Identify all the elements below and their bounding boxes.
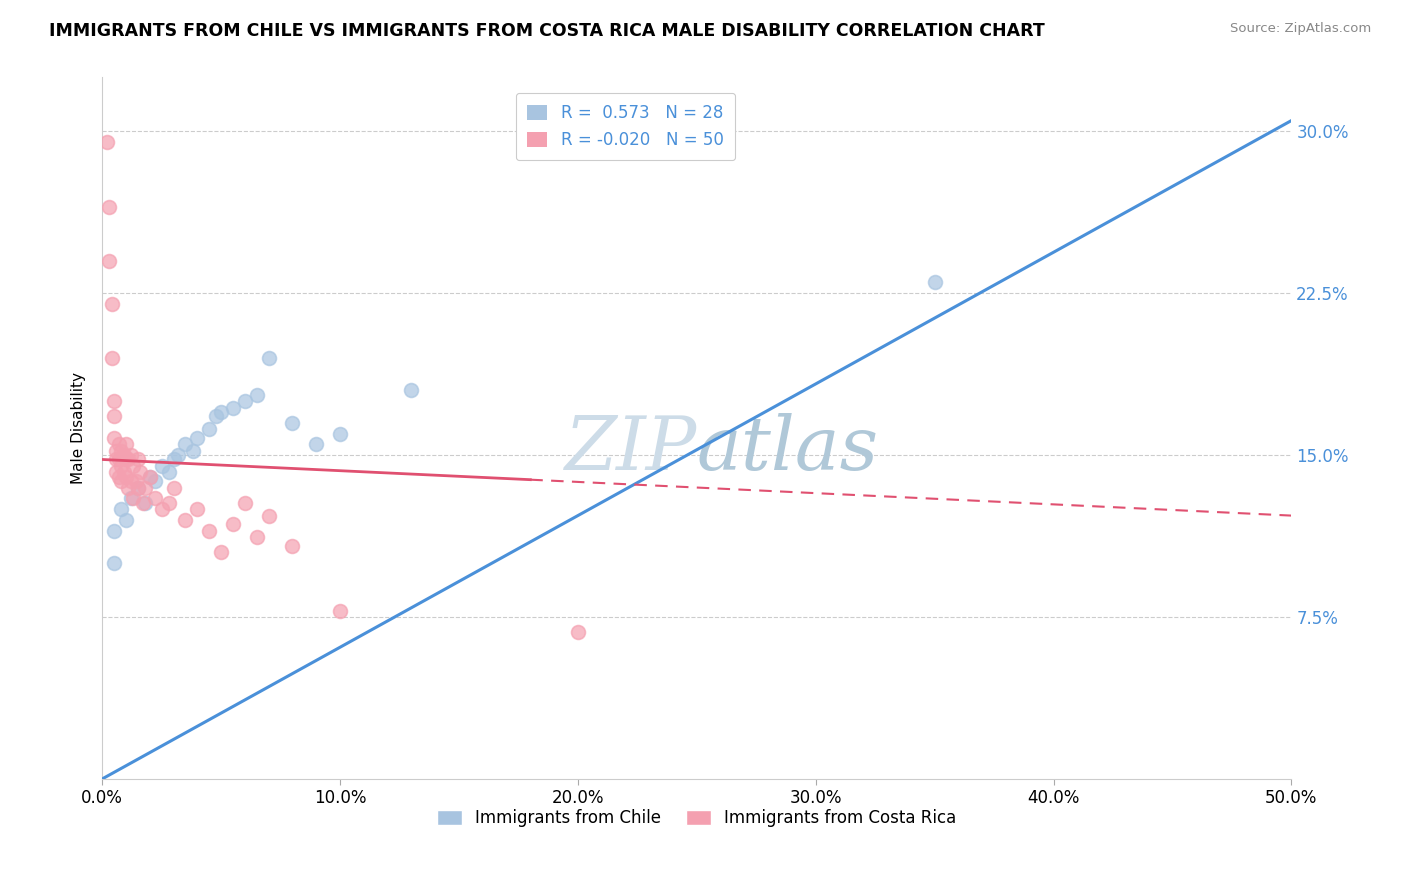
Point [209, 405, 232, 419]
Point [120, 491, 142, 506]
Point [222, 401, 245, 415]
Legend: Immigrants from Chile, Immigrants from Costa Rica: Immigrants from Chile, Immigrants from C… [430, 803, 963, 834]
Point [222, 517, 245, 532]
Point [96, 135, 118, 149]
Point [103, 409, 125, 424]
Point [134, 496, 156, 510]
Point [120, 448, 142, 462]
Point [167, 448, 190, 462]
Point [174, 437, 197, 451]
Point [257, 508, 280, 523]
Point [143, 491, 166, 506]
Point [246, 530, 269, 544]
Text: atlas: atlas [697, 413, 879, 485]
Point [103, 524, 125, 538]
Point [105, 466, 128, 480]
Point [233, 496, 256, 510]
Point [117, 481, 139, 495]
Point [103, 431, 125, 445]
Point [233, 394, 256, 409]
Point [257, 351, 280, 365]
Point [157, 496, 180, 510]
Point [115, 437, 138, 451]
Point [110, 443, 132, 458]
Point [205, 409, 228, 424]
Point [157, 466, 180, 480]
Point [186, 431, 208, 445]
Point [305, 437, 328, 451]
Point [112, 466, 135, 480]
Point [105, 452, 128, 467]
Text: Source: ZipAtlas.com: Source: ZipAtlas.com [1230, 22, 1371, 36]
Text: ZIP: ZIP [565, 413, 697, 485]
Point [120, 474, 142, 488]
Point [115, 513, 138, 527]
Point [143, 474, 166, 488]
Point [129, 466, 152, 480]
Point [124, 474, 146, 488]
Point [246, 388, 269, 402]
Point [127, 481, 149, 495]
Point [174, 513, 197, 527]
Point [108, 452, 131, 467]
Point [281, 539, 304, 553]
Point [115, 469, 138, 483]
Point [162, 481, 184, 495]
Point [117, 452, 139, 467]
Point [567, 625, 589, 640]
Point [162, 452, 184, 467]
Point [103, 556, 125, 570]
Point [108, 437, 131, 451]
Point [150, 502, 173, 516]
Point [329, 426, 352, 441]
Point [100, 351, 122, 365]
Point [131, 496, 153, 510]
Point [122, 458, 145, 473]
Point [105, 443, 128, 458]
Y-axis label: Male Disability: Male Disability [72, 372, 86, 484]
Point [112, 448, 135, 462]
Point [209, 545, 232, 559]
Point [110, 502, 132, 516]
Point [139, 469, 162, 483]
Point [98, 200, 121, 214]
Point [281, 416, 304, 430]
Point [198, 524, 221, 538]
Point [134, 481, 156, 495]
Point [181, 443, 204, 458]
Point [103, 394, 125, 409]
Point [329, 603, 352, 617]
Point [108, 469, 131, 483]
Point [139, 469, 162, 483]
Point [115, 452, 138, 467]
Point [98, 253, 121, 268]
Point [186, 502, 208, 516]
Point [110, 474, 132, 488]
Point [150, 458, 173, 473]
Point [100, 297, 122, 311]
Point [401, 384, 423, 398]
Text: IMMIGRANTS FROM CHILE VS IMMIGRANTS FROM COSTA RICA MALE DISABILITY CORRELATION : IMMIGRANTS FROM CHILE VS IMMIGRANTS FROM… [49, 22, 1045, 40]
Point [198, 422, 221, 436]
Point [127, 452, 149, 467]
Point [110, 458, 132, 473]
Point [127, 481, 149, 495]
Point [122, 491, 145, 506]
Point [924, 276, 946, 290]
